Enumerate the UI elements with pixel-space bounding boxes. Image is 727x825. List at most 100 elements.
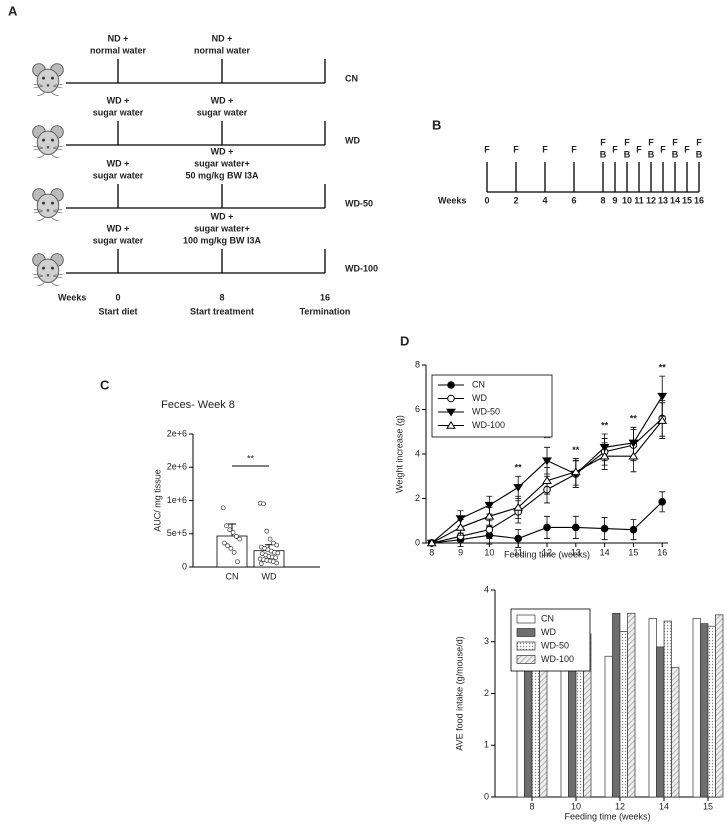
condition-label: sugar water+ [194,158,250,168]
data-point [267,536,273,542]
group-label: CN [345,73,358,83]
legend-label: CN [541,613,554,623]
x-tick-label: 10 [571,801,581,811]
data-point [513,502,524,511]
mouse-icon [32,63,64,96]
y-tick-label: 0 [484,791,489,801]
panel-label: C [100,377,110,392]
legend-swatch [516,614,536,624]
y-tick-label: 2e+6 [167,462,187,472]
event-label: F [542,144,548,154]
condition-label: WD + [107,95,130,105]
bar [604,655,613,798]
y-tick-label: 8 [415,359,420,369]
data-point [220,505,226,511]
week-label: 15 [682,195,692,205]
event-label: F [672,137,678,147]
x-tick-label: 14 [600,547,610,557]
data-point [572,523,580,532]
event-label: B [696,149,703,159]
event-label: B [648,149,655,159]
milestone-caption: Start diet [98,306,137,316]
condition-label: sugar water [93,107,144,117]
condition-label: 50 mg/kg BW I3A [185,170,259,180]
y-axis-label: AUC/ mg tissue [152,469,162,532]
y-tick-label: 2 [484,688,489,698]
x-tick-label: 12 [542,547,552,557]
event-label: F [636,144,642,154]
data-point [484,501,495,510]
annotation: ** [515,463,523,473]
data-point [600,524,609,533]
condition-label: sugar water [93,170,144,180]
data-point [657,416,668,424]
legend-label: WD [541,627,556,637]
week-label: 11 [634,195,644,205]
data-point [513,484,524,492]
data-point [275,550,281,556]
x-tick-label: WD [262,571,277,581]
x-tick-label: 8 [529,801,534,811]
event-label: B [624,149,631,159]
condition-label: sugar water [197,107,248,117]
event-label: F [484,144,490,154]
annotation: ** [630,414,638,424]
x-axis-label: Feeding time (weeks) [504,549,590,559]
data-point [228,546,234,551]
bar [648,618,657,798]
condition-label: WD + [107,158,130,168]
event-label: B [600,149,607,159]
y-tick-label: 0 [415,537,420,547]
y-tick-label: 6 [415,404,420,414]
condition-label: sugar water+ [194,223,250,233]
condition-label: 100 mg/kg BW I3A [183,235,262,245]
bar [531,649,540,798]
y-tick-label: 2e+6 [167,428,187,438]
data-point [258,561,264,567]
x-tick-label: CN [226,571,239,581]
bar [560,654,569,798]
y-axis-label: Weight increase (g) [394,415,404,493]
legend-label: WD-50 [541,640,569,650]
legend-label: WD-100 [541,654,574,664]
bar [568,651,577,798]
legend-label: CN [472,379,485,389]
week-label: 16 [320,292,330,302]
y-tick-label: 1e+6 [167,495,187,505]
legend-swatch [516,628,536,637]
bar [707,625,716,798]
week-label: 14 [670,195,680,205]
data-point [261,501,266,507]
condition-label: ND + [212,33,233,43]
x-tick-label: 9 [458,547,463,557]
data-point [514,534,522,543]
week-label: 16 [694,195,704,205]
significance-label: ** [247,453,255,463]
data-point [234,534,239,539]
data-point [225,543,230,549]
data-point [237,536,243,542]
condition-label: WD + [211,146,234,156]
bar [216,535,248,568]
group-label: WD-100 [345,263,378,273]
annotation: ** [543,434,551,444]
event-label: F [571,144,577,154]
chart-title: Feces- Week 8 [161,399,235,411]
condition-label: normal water [194,45,251,55]
legend-marker [447,394,455,403]
data-point [542,457,552,466]
data-point [570,467,581,476]
mouse-icon [32,125,64,158]
data-point [629,525,638,534]
week-label: 12 [646,195,656,205]
data-point [235,559,240,565]
x-tick-label: 12 [615,801,625,811]
x-tick-label: 8 [429,547,434,557]
group-label: WD-50 [345,198,373,208]
x-tick-label: 14 [659,801,669,811]
condition-label: ND + [108,33,129,43]
annotation: ** [572,445,580,455]
y-tick-label: 2 [415,493,420,503]
event-label: F [684,144,690,154]
